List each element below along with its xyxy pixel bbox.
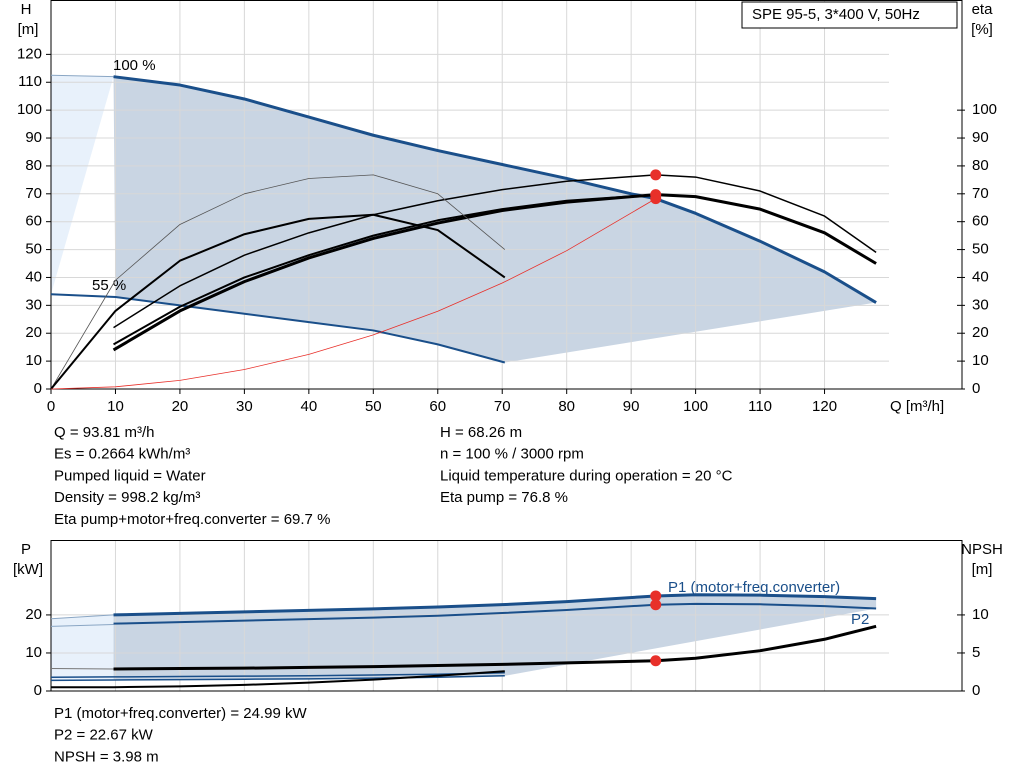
result-text: n = 100 % / 3000 rpm [440,446,584,463]
x-tick-label: 90 [623,398,640,415]
y-tick-label: 10 [25,644,42,661]
curve [50,293,506,364]
x-tick-label: 110 [748,398,772,415]
curve [113,174,877,329]
model-label: SPE 95-5, 3*400 V, 50Hz [752,6,920,23]
extension-area [51,614,114,681]
y2-tick-label: 0 [972,380,980,397]
y-tick-label: 90 [25,129,42,146]
y2-tick-label: 20 [972,324,989,341]
result-text: Eta pump+motor+freq.converter = 69.7 % [54,511,330,528]
x-tick-label: 40 [301,398,318,415]
curve [50,213,506,390]
y-tick-label: 40 [25,268,42,285]
result-text: Eta pump = 76.8 % [440,489,568,506]
curve [51,670,505,689]
x-tick-label: 70 [494,398,511,415]
curve [113,75,877,304]
curve [113,593,877,617]
y2-axis-label: eta [972,1,994,18]
y-tick-label: 50 [25,241,42,258]
y-tick-label: 20 [25,606,42,623]
curve [50,198,656,390]
y-tick-label: 10 [25,352,42,369]
y2-tick-label: 10 [972,606,989,623]
y-tick-label: 120 [17,45,42,62]
result-text: Pumped liquid = Water [54,467,206,484]
x-tick-label: 100 [683,398,708,415]
y-axis-unit: [m] [18,21,39,38]
curve [50,675,505,682]
x-tick-label: 80 [558,398,575,415]
curve-label: 100 % [113,57,156,74]
result-text: H = 68.26 m [440,424,522,441]
curve [113,602,877,625]
duty-point [650,169,662,181]
result-text: Density = 998.2 kg/m³ [54,489,200,506]
result-text: NPSH = 3.98 m [54,748,159,765]
x-tick-label: 10 [107,398,124,415]
y2-axis-label: NPSH [961,541,1003,558]
duty-point [650,590,662,602]
y-tick-label: 110 [18,73,42,90]
extension-area [51,75,114,295]
x-axis-label: Q [m³/h] [890,398,944,415]
y2-tick-label: 10 [972,352,989,369]
curve [113,624,877,671]
operating-area [113,594,877,680]
y-axis-unit: [kW] [13,561,43,578]
x-tick-label: 30 [236,398,253,415]
y-tick-label: 60 [25,213,42,230]
y2-tick-label: 60 [972,213,989,230]
y-axis-label: H [21,1,32,18]
y2-tick-label: 90 [972,129,989,146]
y-tick-label: 70 [25,185,42,202]
curve-label: 55 % [92,277,126,294]
curve [112,193,877,352]
y-tick-label: 20 [25,324,42,341]
x-tick-label: 50 [365,398,382,415]
duty-point [650,655,662,667]
y2-axis-unit: [m] [972,561,993,578]
result-text: P2 = 22.67 kW [54,727,154,744]
curve-label: P2 [851,611,869,628]
x-tick-label: 60 [429,398,446,415]
model-box [741,1,958,29]
curve [113,193,656,346]
duty-point [650,599,662,611]
curve [50,74,114,78]
duty-point [650,193,662,205]
curve [50,623,114,627]
y2-tick-label: 5 [972,644,980,661]
y2-axis-unit: [%] [971,21,993,38]
curve [50,174,506,390]
y2-tick-label: 0 [972,682,980,699]
y-tick-label: 0 [34,380,42,397]
y2-tick-label: 70 [972,185,989,202]
y-tick-label: 80 [25,157,42,174]
operating-area [113,76,877,363]
y2-tick-label: 40 [972,268,989,285]
curve-label: P1 (motor+freq.converter) [668,579,840,596]
result-text: Q = 93.81 m³/h [54,424,154,441]
result-text: Es = 0.2664 kWh/m³ [54,446,190,463]
y2-tick-label: 50 [972,241,989,258]
x-tick-label: 120 [812,398,837,415]
y2-tick-label: 80 [972,157,989,174]
y-tick-label: 0 [34,682,42,699]
curve [50,614,114,620]
y2-tick-label: 30 [972,296,989,313]
y-axis-label: P [21,541,31,558]
y2-tick-label: 100 [972,101,997,118]
result-text: Liquid temperature during operation = 20… [440,467,733,484]
curve [50,671,505,679]
result-text: P1 (motor+freq.converter) = 24.99 kW [54,705,307,722]
y-tick-label: 100 [17,101,42,118]
x-tick-label: 0 [47,398,55,415]
x-tick-label: 20 [172,398,189,415]
y-tick-label: 30 [25,296,42,313]
